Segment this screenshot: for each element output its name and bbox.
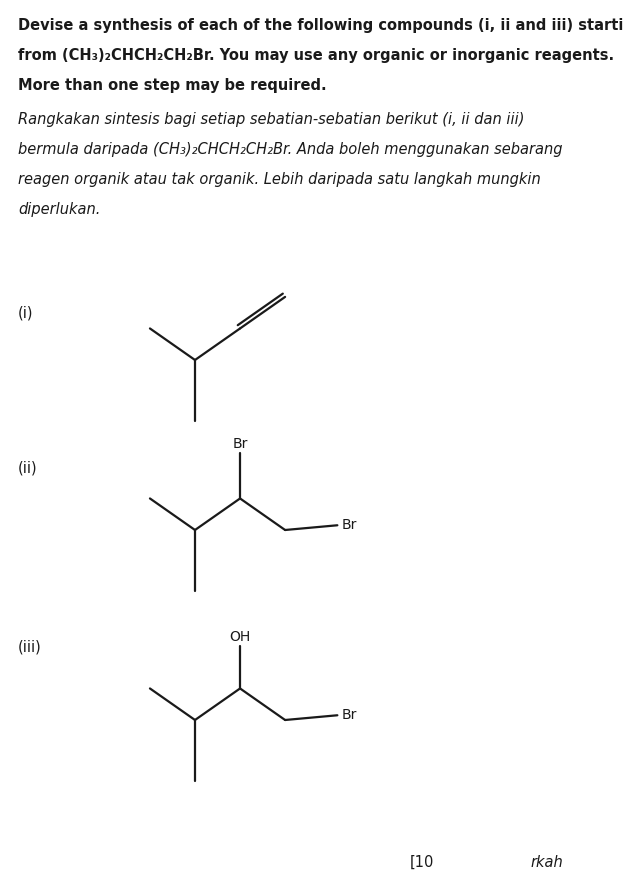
Text: reagen organik atau tak organik. Lebih daripada satu langkah mungkin: reagen organik atau tak organik. Lebih d… bbox=[18, 172, 541, 187]
Text: Devise a synthesis of each of the following compounds (i, ii and iii) starting: Devise a synthesis of each of the follow… bbox=[18, 18, 624, 33]
Text: bermula daripada (CH₃)₂CHCH₂CH₂Br. Anda boleh menggunakan sebarang: bermula daripada (CH₃)₂CHCH₂CH₂Br. Anda … bbox=[18, 142, 562, 157]
Text: [10: [10 bbox=[410, 855, 434, 870]
Text: More than one step may be required.: More than one step may be required. bbox=[18, 78, 326, 93]
Text: Br: Br bbox=[341, 518, 357, 532]
Text: diperlukan.: diperlukan. bbox=[18, 202, 100, 217]
Text: (i): (i) bbox=[18, 305, 34, 320]
Text: (ii): (ii) bbox=[18, 460, 37, 475]
Text: from (CH₃)₂CHCH₂CH₂Br. You may use any organic or inorganic reagents.: from (CH₃)₂CHCH₂CH₂Br. You may use any o… bbox=[18, 48, 614, 63]
Text: (iii): (iii) bbox=[18, 640, 42, 655]
Text: Br: Br bbox=[341, 708, 357, 722]
Text: rkah: rkah bbox=[530, 855, 563, 870]
Text: Br: Br bbox=[232, 438, 248, 452]
Text: OH: OH bbox=[230, 631, 251, 644]
Text: Rangkakan sintesis bagi setiap sebatian-sebatian berikut (i, ii dan iii): Rangkakan sintesis bagi setiap sebatian-… bbox=[18, 112, 525, 127]
